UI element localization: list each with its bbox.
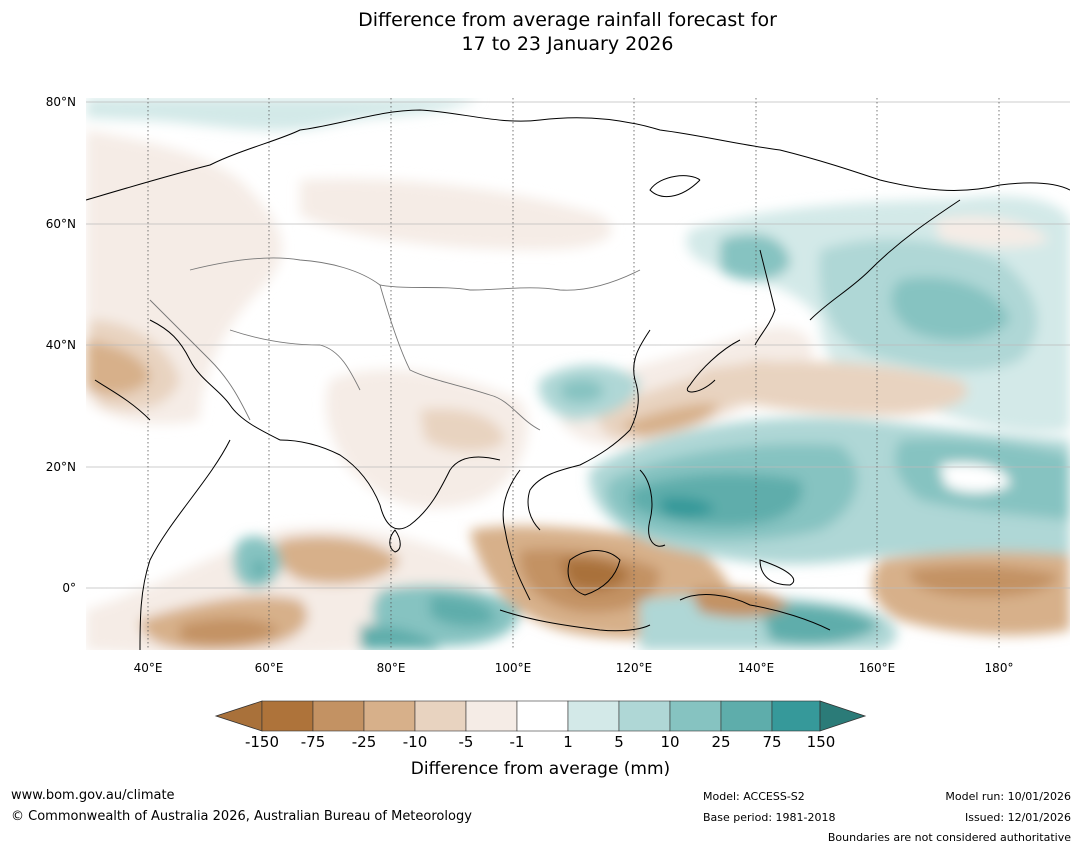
lon-label-120e: 120°E: [615, 661, 653, 675]
colorbar-title: Difference from average (mm): [410, 759, 671, 779]
title-line-1: Difference from average rainfall forecas…: [358, 9, 777, 31]
anomaly-field: [86, 98, 1070, 650]
country-borders: [149, 257, 641, 431]
map-title: Difference from average rainfall forecas…: [0, 8, 1081, 56]
colorbar-tick-label: 10: [660, 733, 680, 751]
lon-label-140e: 140°E: [737, 661, 775, 675]
lon-label-60e: 60°E: [254, 661, 284, 675]
colorbar-tick-label: -75: [300, 733, 326, 751]
disclaimer-text: Boundaries are not considered authoritat…: [827, 831, 1071, 844]
title-line-2: 17 to 23 January 2026: [461, 33, 674, 55]
colorbar-tick-label: 75: [762, 733, 782, 751]
model-run-text: Model run: 10/01/2026: [945, 790, 1071, 803]
colorbar: [214, 700, 867, 732]
colorbar-tick-label: 25: [711, 733, 731, 751]
colorbar-tick-label: -5: [458, 733, 474, 751]
lon-label-100e: 100°E: [494, 661, 532, 675]
model-text: Model: ACCESS-S2: [703, 790, 805, 803]
colorbar-tick-label: 1: [563, 733, 573, 751]
colorbar-tick-label: -150: [244, 733, 280, 751]
issued-text: Issued: 12/01/2026: [964, 811, 1071, 824]
copyright-text: © Commonwealth of Australia 2026, Austra…: [11, 809, 472, 824]
lat-label-80n: 80°N: [45, 95, 76, 109]
lon-label-80e: 80°E: [376, 661, 406, 675]
colorbar-tick-label: 5: [614, 733, 624, 751]
colorbar-tick-label: -25: [351, 733, 377, 751]
latitude-gridlines: [86, 101, 1070, 589]
lat-label-20n: 20°N: [45, 460, 76, 474]
lon-label-160e: 160°E: [858, 661, 896, 675]
colorbar-tick-label: -10: [402, 733, 428, 751]
lon-label-180: 180°: [984, 661, 1014, 675]
coastlines: [86, 109, 1070, 650]
lat-label-0: 0°: [62, 581, 76, 595]
colorbar-tick-label: 150: [806, 733, 836, 751]
colorbar-tick-label: -1: [509, 733, 525, 751]
base-period-text: Base period: 1981-2018: [703, 811, 836, 824]
lat-label-60n: 60°N: [45, 217, 76, 231]
lon-label-40e: 40°E: [133, 661, 163, 675]
website-link[interactable]: www.bom.gov.au/climate: [11, 788, 175, 803]
lat-label-40n: 40°N: [45, 338, 76, 352]
